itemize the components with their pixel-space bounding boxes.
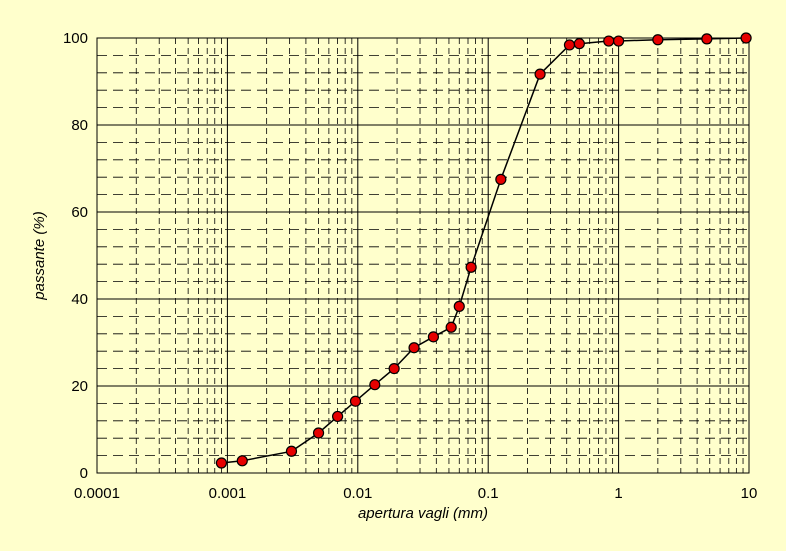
y-tick-label: 100 xyxy=(63,30,88,47)
data-point xyxy=(534,68,546,80)
data-point xyxy=(427,331,440,343)
data-point xyxy=(312,427,325,439)
data-point xyxy=(453,300,465,312)
data-point xyxy=(465,261,477,273)
x-tick-label: 10 xyxy=(741,485,758,502)
x-tick-label: 0.0001 xyxy=(74,485,120,502)
data-point xyxy=(445,321,457,333)
data-point xyxy=(369,379,381,391)
y-tick-labels: 0 20 40 60 80 100 xyxy=(63,30,88,482)
data-point xyxy=(603,35,615,47)
y-axis-title: passante (%) xyxy=(31,211,48,300)
minor-gridlines xyxy=(97,38,749,473)
x-tick-label: 0.1 xyxy=(478,485,499,502)
y-tick-label: 60 xyxy=(71,204,88,221)
data-points xyxy=(215,32,752,469)
y-tick-label: 0 xyxy=(80,465,88,482)
data-point xyxy=(285,445,298,457)
data-point xyxy=(495,173,507,185)
plot-frame xyxy=(96,37,750,474)
data-point xyxy=(332,410,344,423)
x-tick-label: 1 xyxy=(614,485,622,502)
x-tick-label: 0.001 xyxy=(209,485,247,502)
y-tick-label: 20 xyxy=(71,378,88,395)
data-point xyxy=(701,33,713,45)
major-gridlines xyxy=(96,37,750,474)
data-point xyxy=(563,39,576,51)
y-tick-label: 40 xyxy=(71,291,88,308)
x-axis-title: apertura vagli (mm) xyxy=(358,505,488,522)
data-point xyxy=(215,457,228,469)
y-tick-label: 80 xyxy=(71,117,88,134)
data-point xyxy=(573,38,585,50)
data-point xyxy=(612,35,625,47)
series-line xyxy=(221,37,747,464)
data-point xyxy=(740,32,752,44)
data-point xyxy=(408,342,420,354)
data-point xyxy=(349,395,362,407)
data-point xyxy=(388,363,400,375)
data-point xyxy=(652,34,664,46)
x-tick-label: 0.01 xyxy=(343,485,372,502)
x-tick-labels: 0.0001 0.001 0.01 0.1 1 10 xyxy=(74,485,757,502)
data-point xyxy=(236,455,248,467)
